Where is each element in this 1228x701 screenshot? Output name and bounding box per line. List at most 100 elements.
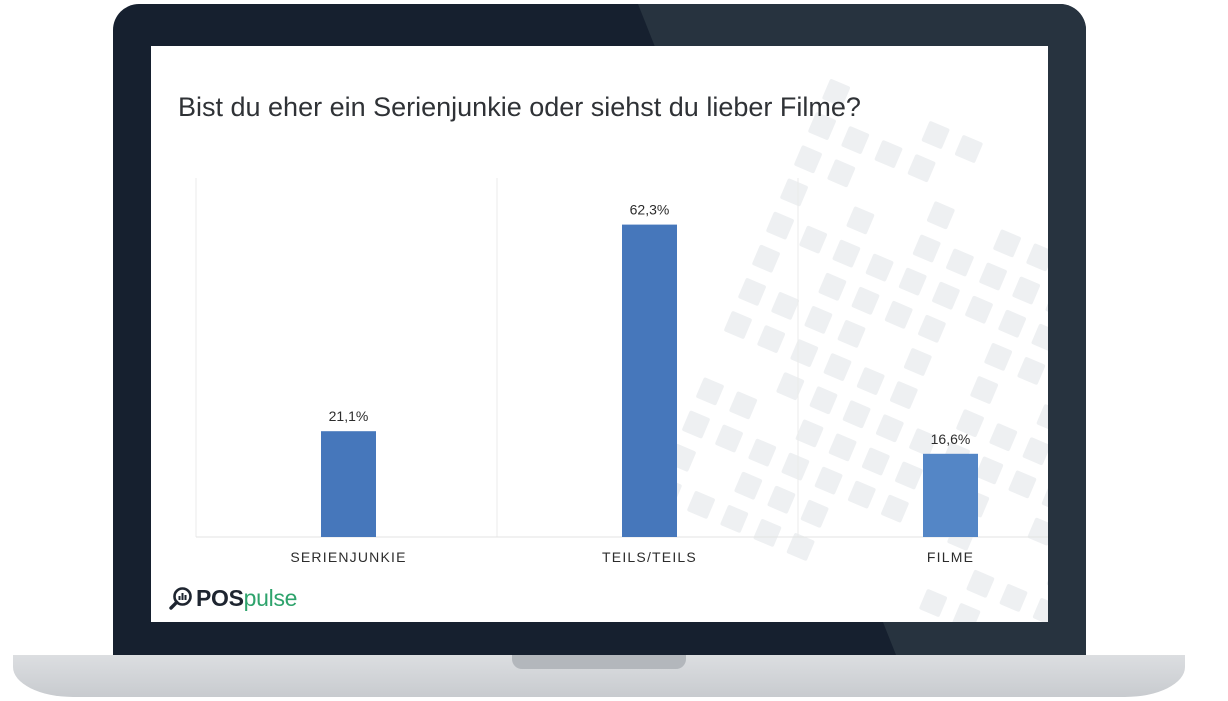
pattern-tile (808, 112, 836, 140)
bar-serienjunkie (321, 431, 376, 537)
pattern-tile (1026, 243, 1048, 272)
pattern-tile (851, 286, 880, 315)
pattern-tile (993, 229, 1021, 258)
pattern-tile (720, 505, 749, 533)
pattern-tile (780, 178, 808, 207)
pattern-tile (767, 485, 796, 514)
pattern-tile (956, 409, 984, 438)
category-label: FILME (927, 549, 974, 565)
pattern-tile (865, 253, 894, 282)
magnifier-chart-icon (169, 587, 192, 610)
pattern-tile (846, 206, 875, 235)
bar-filme (923, 453, 978, 537)
pospulse-logo: POS pulse (169, 583, 297, 613)
pattern-tile (926, 201, 955, 230)
pattern-tile (909, 428, 937, 457)
pattern-tile (895, 461, 923, 490)
pattern-tile (932, 281, 960, 310)
pattern-tile (1012, 276, 1041, 305)
pattern-tile (776, 372, 805, 401)
pattern-tile (682, 410, 710, 439)
pattern-tile (1022, 437, 1048, 466)
pattern-tile (814, 466, 843, 495)
laptop-screen: Bist du eher ein Serienjunkie oder siehs… (151, 46, 1048, 622)
bar-value-label: 21,1% (329, 408, 369, 424)
pattern-tile (729, 391, 758, 420)
category-label: TEILS/TEILS (602, 549, 697, 565)
pattern-tile (979, 262, 1007, 291)
pattern-tile (828, 433, 857, 462)
pattern-tile (875, 414, 904, 443)
pattern-tile (738, 278, 766, 306)
pattern-tile (889, 381, 918, 409)
pattern-tile (965, 295, 993, 324)
pattern-tile (790, 339, 819, 367)
pattern-tile (861, 447, 890, 476)
pattern-tile (1027, 517, 1048, 546)
pattern-tile (884, 300, 913, 329)
bar-value-label: 62,3% (630, 202, 670, 218)
pattern-tile (724, 311, 752, 339)
chart-title: Bist du eher ein Serienjunkie oder siehs… (178, 92, 861, 122)
bar-teils-teils (622, 224, 677, 537)
pattern-tile (781, 452, 810, 481)
pattern-tile (970, 376, 999, 404)
pattern-tile (748, 438, 777, 467)
pattern-tile (827, 159, 856, 188)
pattern-tile (998, 309, 1027, 338)
pattern-tile (903, 348, 932, 376)
pattern-tile (734, 471, 763, 500)
pattern-tile (804, 306, 833, 334)
pattern-tile (818, 272, 847, 301)
pattern-tile (822, 79, 851, 107)
pattern-tile (1036, 404, 1048, 432)
pattern-tile (847, 480, 876, 509)
bar-chart: 21,1% SERIENJUNKIE 62,3% TEILS/TEILS 16,6% FI… (195, 178, 1048, 565)
pattern-tile (989, 423, 1018, 452)
pattern-tile (1008, 470, 1037, 499)
pattern-tile (954, 135, 983, 163)
pattern-tile (1017, 357, 1046, 385)
pattern-tile (766, 211, 794, 240)
category-label: SERIENJUNKIE (290, 549, 406, 565)
pattern-tile (874, 140, 903, 168)
pattern-tile (715, 424, 743, 453)
pattern-tile (984, 343, 1013, 371)
pattern-tile (786, 533, 815, 561)
pattern-tile (898, 267, 927, 296)
pattern-tile (841, 126, 870, 154)
pattern-tile (919, 589, 948, 617)
pattern-tile (946, 248, 974, 277)
pattern-tile (823, 353, 852, 381)
pattern-tile (907, 154, 936, 183)
bar-value-label: 16,6% (931, 431, 971, 447)
pattern-tile (832, 239, 861, 268)
pattern-tile (918, 314, 946, 343)
pattern-tile (1032, 598, 1048, 622)
pattern-tile (696, 377, 724, 406)
pattern-tile (687, 491, 715, 519)
pattern-tile (795, 419, 824, 448)
pattern-tile (921, 121, 950, 149)
pattern-tile (800, 499, 829, 528)
laptop-base-notch (512, 655, 686, 669)
pattern-tile (842, 400, 871, 429)
pattern-tile (999, 584, 1028, 612)
pattern-tile (799, 225, 828, 254)
pattern-tile (757, 325, 786, 353)
pattern-tile (856, 367, 885, 395)
pattern-tile (837, 320, 866, 348)
pattern-tile (752, 244, 780, 273)
pattern-tile (975, 456, 1004, 485)
pattern-tile (1031, 323, 1048, 352)
pattern-tile (912, 234, 941, 263)
pattern-tile (794, 145, 822, 174)
pattern-tile (966, 569, 995, 598)
pattern-tile (771, 292, 800, 320)
brand-pos-text: POS (196, 584, 244, 611)
brand-pulse-text: pulse (243, 584, 298, 611)
pattern-tile (881, 494, 909, 523)
pattern-tile (753, 519, 782, 547)
pattern-tile (952, 603, 981, 622)
pattern-tile (809, 386, 838, 415)
